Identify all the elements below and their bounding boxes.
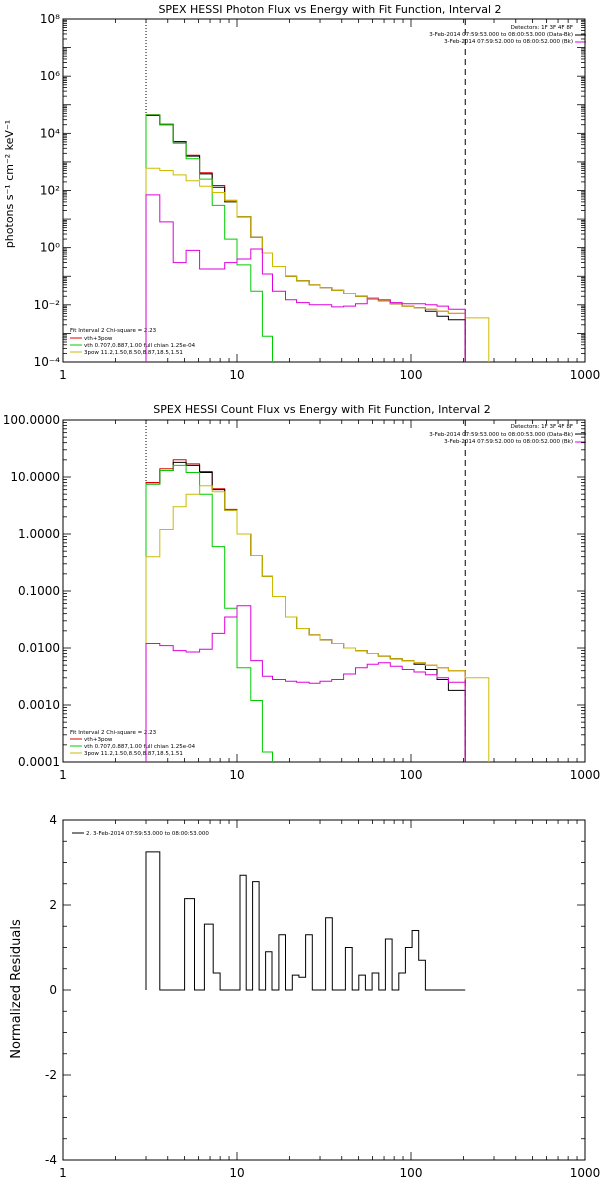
panel1-legend-data-bk: 3-Feb-2014 07:59:53.000 to 08:00:53.000 … xyxy=(429,32,573,38)
y-tick-label: 2 xyxy=(49,898,57,912)
x-tick-label: 1000 xyxy=(570,768,600,782)
y-tick-label: 10⁴ xyxy=(40,126,60,140)
panel1-legend-vth: vth 0.707,0.887,1.00 full chian 1.25e-04 xyxy=(84,343,196,349)
panel2-legend-detectors: Detectors: 1F 3F 4F 8F xyxy=(511,424,573,430)
x-tick-label: 100 xyxy=(400,1166,423,1180)
y-tick-label: 0.0010 xyxy=(18,698,60,712)
panel1-title: SPEX HESSI Photon Flux vs Energy with Fi… xyxy=(158,3,501,16)
x-tick-label: 1 xyxy=(59,368,67,382)
y-tick-label: 100.0000 xyxy=(3,413,60,427)
series-line xyxy=(145,851,466,991)
residuals-panel: Normalized Residuals 2. 3-Feb-2014 07:59… xyxy=(9,813,600,1180)
panel2-legend-vth3pow: vth+3pow xyxy=(84,737,113,743)
y-tick-label: 0.0001 xyxy=(18,755,60,769)
series-line xyxy=(145,605,466,762)
y-tick-label: 10⁰ xyxy=(40,241,60,255)
panel1-legend-vth3pow: vth+3pow xyxy=(84,336,113,342)
y-tick-label: -2 xyxy=(45,1068,57,1082)
series-line xyxy=(145,464,273,762)
x-tick-label: 100 xyxy=(400,368,423,382)
y-tick-label: 10⁸ xyxy=(40,12,60,26)
y-tick-label: 10⁻² xyxy=(34,298,61,312)
x-tick-label: 1 xyxy=(59,1166,67,1180)
panel2-fit-info: Fit Interval 2 Chi-square = 2.23 xyxy=(70,730,157,736)
y-tick-label: 10.0000 xyxy=(10,470,60,484)
series-line xyxy=(145,167,490,362)
panel1-ylabel: photons s⁻¹ cm⁻² keV⁻¹ xyxy=(3,120,16,248)
series-line xyxy=(145,485,490,762)
x-tick-label: 1 xyxy=(59,768,67,782)
panel2-legend-data-bk: 3-Feb-2014 07:59:53.000 to 08:00:53.000 … xyxy=(429,432,573,438)
x-tick-label: 100 xyxy=(400,768,423,782)
y-tick-label: 0.0100 xyxy=(18,641,60,655)
x-tick-label: 10 xyxy=(229,1166,244,1180)
panel3-legend: 2. 3-Feb-2014 07:59:53.000 to 08:00:53.0… xyxy=(86,831,209,837)
panel1-legend-bk: 3-Feb-2014 07:59:52.000 to 08:00:52.000 … xyxy=(444,39,573,45)
series-line xyxy=(145,194,466,362)
y-tick-label: 10² xyxy=(40,184,60,198)
y-tick-label: 10⁻⁴ xyxy=(34,355,61,369)
y-tick-label: 0.1000 xyxy=(18,584,60,598)
panel2-legend-bk: 3-Feb-2014 07:59:52.000 to 08:00:52.000 … xyxy=(444,439,573,445)
y-tick-label: 1.0000 xyxy=(18,527,60,541)
panel2-legend-vth: vth 0.707,0.887,1.00 full chian 1.25e-04 xyxy=(84,744,196,750)
panel1-legend-detectors: Detectors: 1F 3F 4F 8F xyxy=(511,25,573,31)
panel3-ylabel: Normalized Residuals xyxy=(9,919,24,1059)
y-tick-label: -4 xyxy=(45,1153,57,1167)
panel2-legend-3pow: 3pow 11.2,1.50,8.50,8.87,18.5,1.51 xyxy=(84,751,183,757)
count-flux-panel: SPEX HESSI Count Flux vs Energy with Fit… xyxy=(3,403,600,782)
y-tick-label: 4 xyxy=(49,813,57,827)
panel1-fit-info: Fit Interval 2 Chi-square = 2.23 xyxy=(70,328,157,334)
photon-flux-panel: SPEX HESSI Photon Flux vs Energy with Fi… xyxy=(3,3,600,382)
panel2-title: SPEX HESSI Count Flux vs Energy with Fit… xyxy=(153,403,490,416)
panel1-legend-3pow: 3pow 11.2,1.50,8.50,8.87,18.5,1.51 xyxy=(84,350,183,356)
y-tick-label: 0 xyxy=(49,983,57,997)
x-tick-label: 10 xyxy=(229,368,244,382)
x-tick-label: 1000 xyxy=(570,368,600,382)
x-tick-label: 10 xyxy=(229,768,244,782)
x-tick-label: 1000 xyxy=(570,1166,600,1180)
y-tick-label: 10⁶ xyxy=(40,69,60,83)
